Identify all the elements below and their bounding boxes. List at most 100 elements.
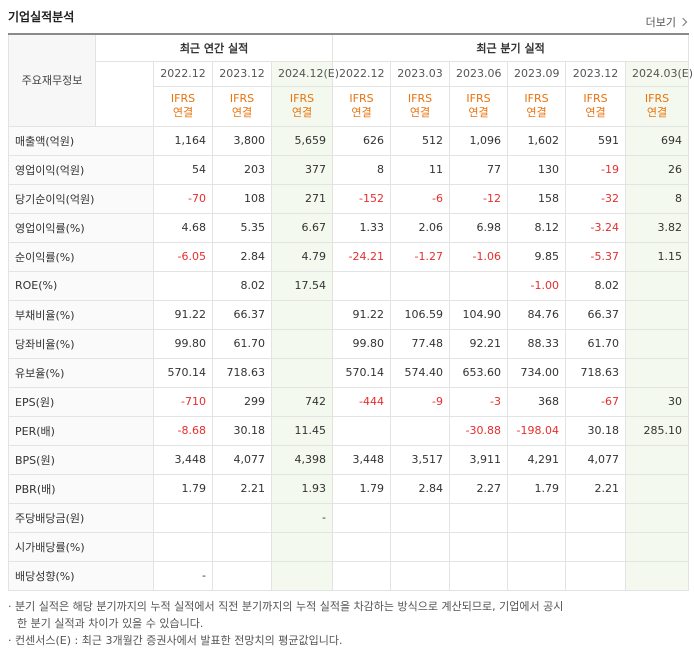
standard-line: 연결 (526, 106, 547, 119)
value-cell: 2.21 (212, 473, 272, 504)
standard-line: 연결 (172, 106, 194, 119)
value-cell: 108 (212, 183, 272, 214)
value-cell: 88.33 (507, 328, 567, 359)
data-row: 영업이익(억원) 54 203 377 8 11 77 130 -19 26 (8, 154, 690, 185)
standard-line: 연결 (409, 106, 431, 119)
value-cell (449, 270, 509, 301)
standard-header: IFRS 연결 (153, 85, 213, 127)
row-label: 영업이익률(%) (8, 212, 154, 243)
value-cell: 1.79 (153, 473, 213, 504)
data-row: 당좌비율(%) 99.80 61.70 99.80 77.48 92.21 88.33 61.… (8, 328, 690, 359)
row-label: 유보율(%) (8, 357, 154, 388)
value-cell (270, 299, 334, 330)
value-cell: -198.04 (507, 415, 567, 446)
value-cell: - (270, 502, 334, 533)
value-cell: 104.90 (449, 299, 509, 330)
period-header: 2023.09 (507, 60, 567, 87)
value-cell (153, 502, 213, 533)
value-cell: -444 (332, 386, 392, 417)
value-cell: 1.79 (507, 473, 567, 504)
data-row: 유보율(%) 570.14 718.63 570.14 574.40 653.60 734.… (8, 357, 690, 388)
standard-line: IFRS (407, 92, 433, 105)
row-label: 부채비율(%) (8, 299, 154, 330)
standard-line: IFRS (583, 92, 608, 105)
standard-header: IFRS 연결 (625, 85, 690, 127)
value-cell (625, 502, 690, 533)
value-cell: 4.68 (153, 212, 213, 243)
standard-line: IFRS (170, 92, 196, 105)
standard-line: IFRS (524, 92, 549, 105)
value-cell: -3 (449, 386, 509, 417)
group-header: 최근 분기 실적 (332, 33, 690, 62)
value-cell: 1,164 (153, 125, 213, 156)
standard-line: 연결 (468, 106, 489, 119)
value-cell (565, 531, 627, 562)
more-link[interactable]: 더보기 (646, 14, 686, 30)
value-cell: 2.27 (449, 473, 509, 504)
value-cell (212, 531, 272, 562)
row-label: EPS(원) (8, 386, 154, 417)
value-cell: 2.84 (390, 473, 451, 504)
value-cell: -9 (390, 386, 451, 417)
value-cell: -24.21 (332, 241, 392, 272)
value-cell: 4,398 (270, 444, 334, 475)
data-row: EPS(원) -710 299 742 -444 -9 -3 368 -67 30 (8, 386, 690, 417)
value-cell: 8.02 (212, 270, 272, 301)
value-cell: 377 (270, 154, 334, 185)
value-cell (565, 560, 627, 591)
value-cell: 1.15 (625, 241, 690, 272)
value-cell: 106.59 (390, 299, 451, 330)
value-cell: 11 (390, 154, 451, 185)
standard-header: IFRS 연결 (212, 85, 272, 127)
value-cell: 285.10 (625, 415, 690, 446)
value-cell (625, 357, 690, 388)
value-cell: -1.27 (390, 241, 451, 272)
value-cell: -67 (565, 386, 627, 417)
value-cell: 9.85 (507, 241, 567, 272)
value-cell: 8 (625, 183, 690, 214)
data-row: 영업이익률(%) 4.68 5.35 6.67 1.33 2.06 6.98 8.12 -3.2… (8, 212, 690, 243)
value-cell (390, 270, 451, 301)
value-cell: 6.98 (449, 212, 509, 243)
value-cell: 6.67 (270, 212, 334, 243)
standard-line: IFRS (349, 92, 374, 105)
value-cell (449, 502, 509, 533)
value-cell (270, 531, 334, 562)
standard-line: 연결 (351, 106, 372, 119)
value-cell (625, 473, 690, 504)
row-label: 배당성향(%) (8, 560, 154, 591)
value-cell: 8.12 (507, 212, 567, 243)
value-cell: 30.18 (212, 415, 272, 446)
standard-line: 연결 (291, 106, 313, 119)
value-cell: 91.22 (153, 299, 213, 330)
note: · 컨센서스(E) : 최근 3개월간 증권사에서 발표한 전망치의 평균값입니… (8, 634, 343, 647)
data-row: 매출액(억원) 1,164 3,800 5,659 626 512 1,096 1,602 59… (8, 125, 690, 156)
value-cell: 8 (332, 154, 392, 185)
value-cell (449, 560, 509, 591)
row-label: 당기순이익(억원) (8, 183, 154, 214)
period-header: 2022.12 (332, 60, 392, 87)
value-cell: -30.88 (449, 415, 509, 446)
value-cell: -3.24 (565, 212, 627, 243)
value-cell (332, 415, 392, 446)
value-cell: 54 (153, 154, 213, 185)
value-cell: 1,602 (507, 125, 567, 156)
standard-header: IFRS 연결 (270, 85, 334, 127)
financial-table: 주요재무정보 최근 연간 실적 최근 분기 실적 2022.12 2023.12 2024… (8, 33, 693, 591)
value-cell: 512 (390, 125, 451, 156)
group-header: 최근 연간 실적 (94, 33, 334, 62)
section-title: 기업실적분석 (8, 10, 75, 24)
row-label: 영업이익(억원) (8, 154, 154, 185)
value-cell: 574.40 (390, 357, 451, 388)
value-cell (270, 357, 334, 388)
data-row: 당기순이익(억원) -70 108 271 -152 -6 -12 158 -32 8 (8, 183, 690, 214)
value-cell (270, 328, 334, 359)
value-cell: 5.35 (212, 212, 272, 243)
period-header: 2023.12 (212, 60, 272, 87)
value-cell: 570.14 (153, 357, 213, 388)
value-cell: 1.93 (270, 473, 334, 504)
value-cell: 77 (449, 154, 509, 185)
row-label: 당좌비율(%) (8, 328, 154, 359)
value-cell: 30.18 (565, 415, 627, 446)
standard-header: IFRS 연결 (507, 85, 567, 127)
